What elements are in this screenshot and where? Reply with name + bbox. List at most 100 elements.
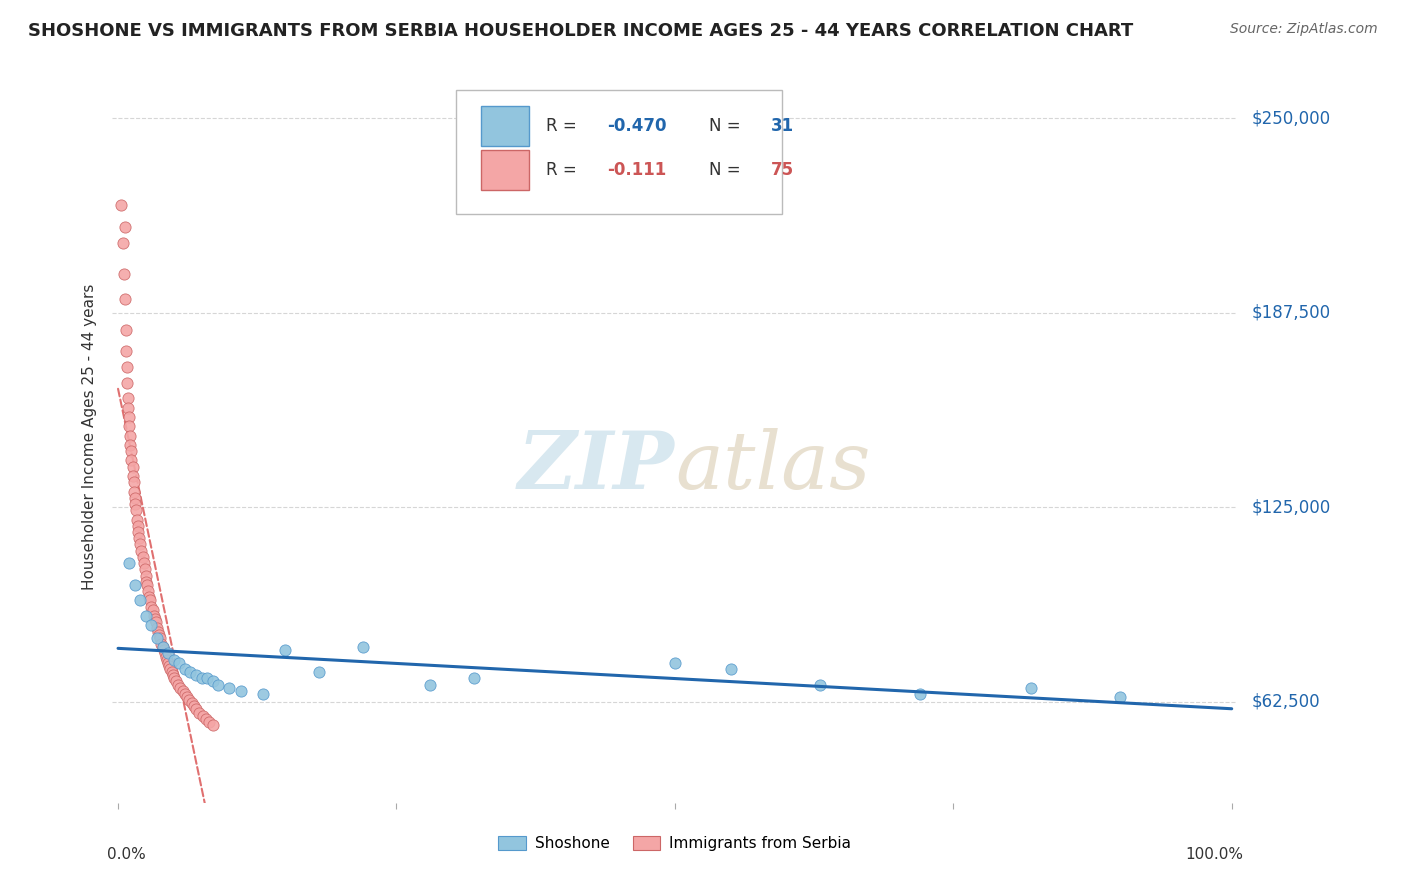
Point (117, 401, 139, 415)
Text: $125,000: $125,000 (1251, 498, 1330, 516)
Point (120, 438, 142, 452)
Point (252, 687, 274, 701)
Text: Source: ZipAtlas.com: Source: ZipAtlas.com (1230, 22, 1378, 37)
Point (111, 235, 134, 250)
Point (184, 702, 207, 716)
Text: SHOSHONE VS IMMIGRANTS FROM SERBIA HOUSEHOLDER INCOME AGES 25 - 44 YEARS CORRELA: SHOSHONE VS IMMIGRANTS FROM SERBIA HOUSE… (28, 22, 1133, 40)
Point (152, 640, 174, 655)
Point (121, 469, 143, 483)
Point (157, 656, 180, 670)
Point (128, 531, 150, 545)
Point (142, 609, 165, 624)
Point (191, 708, 214, 723)
FancyBboxPatch shape (456, 90, 782, 214)
Point (152, 643, 174, 657)
Point (308, 665, 330, 679)
Point (173, 687, 195, 701)
Point (808, 677, 831, 691)
Point (172, 683, 194, 698)
Point (274, 643, 297, 657)
Point (201, 718, 224, 732)
Point (115, 376, 138, 390)
Text: $62,500: $62,500 (1251, 693, 1320, 711)
Text: N =: N = (709, 117, 745, 136)
Point (120, 444, 142, 458)
Point (152, 640, 174, 655)
Point (352, 640, 374, 655)
Point (169, 681, 191, 695)
Point (173, 662, 195, 676)
Point (125, 503, 148, 517)
Point (218, 681, 240, 695)
Point (121, 459, 143, 474)
Point (115, 344, 138, 359)
FancyBboxPatch shape (481, 150, 529, 190)
Point (131, 543, 153, 558)
Point (131, 549, 153, 564)
Point (134, 562, 156, 576)
Point (190, 671, 212, 685)
Point (141, 618, 163, 632)
Text: R =: R = (546, 117, 582, 136)
Point (114, 219, 136, 234)
Text: -0.111: -0.111 (607, 161, 666, 179)
Point (148, 628, 170, 642)
Text: 100.0%: 100.0% (1185, 847, 1243, 862)
Point (129, 593, 152, 607)
Point (141, 599, 163, 614)
Point (188, 706, 211, 720)
Point (150, 637, 173, 651)
Point (125, 512, 148, 526)
Point (183, 699, 205, 714)
Point (169, 656, 191, 670)
Point (163, 671, 186, 685)
Point (198, 714, 221, 729)
Point (127, 524, 149, 539)
Point (163, 652, 186, 666)
Point (124, 497, 146, 511)
Point (112, 267, 135, 281)
Point (132, 556, 155, 570)
Point (463, 671, 485, 685)
Point (136, 584, 159, 599)
Point (146, 622, 169, 636)
Point (124, 578, 146, 592)
Text: $250,000: $250,000 (1251, 109, 1330, 127)
Point (135, 568, 157, 582)
Point (155, 649, 177, 664)
Point (114, 292, 136, 306)
Point (195, 712, 218, 726)
Point (118, 409, 141, 424)
Point (160, 665, 183, 679)
Text: 75: 75 (770, 161, 793, 179)
Text: N =: N = (709, 161, 745, 179)
Point (156, 652, 179, 666)
Point (179, 693, 201, 707)
Point (179, 665, 201, 679)
Point (145, 615, 167, 630)
Point (162, 668, 184, 682)
Point (120, 428, 142, 442)
Point (229, 683, 252, 698)
Point (115, 323, 138, 337)
Point (139, 593, 162, 607)
Point (664, 656, 686, 670)
Point (110, 198, 132, 212)
Point (142, 603, 165, 617)
Point (419, 677, 441, 691)
FancyBboxPatch shape (481, 106, 529, 146)
Point (117, 391, 139, 405)
Point (157, 647, 180, 661)
Point (180, 696, 202, 710)
Point (201, 674, 224, 689)
Text: 0.0%: 0.0% (107, 847, 146, 862)
Point (143, 612, 166, 626)
Point (118, 556, 141, 570)
Point (157, 658, 180, 673)
Point (136, 578, 159, 592)
Point (207, 677, 229, 691)
Text: 31: 31 (770, 117, 793, 136)
Y-axis label: Householder Income Ages 25 - 44 years: Householder Income Ages 25 - 44 years (82, 284, 97, 591)
Point (1019, 681, 1042, 695)
Point (195, 671, 218, 685)
